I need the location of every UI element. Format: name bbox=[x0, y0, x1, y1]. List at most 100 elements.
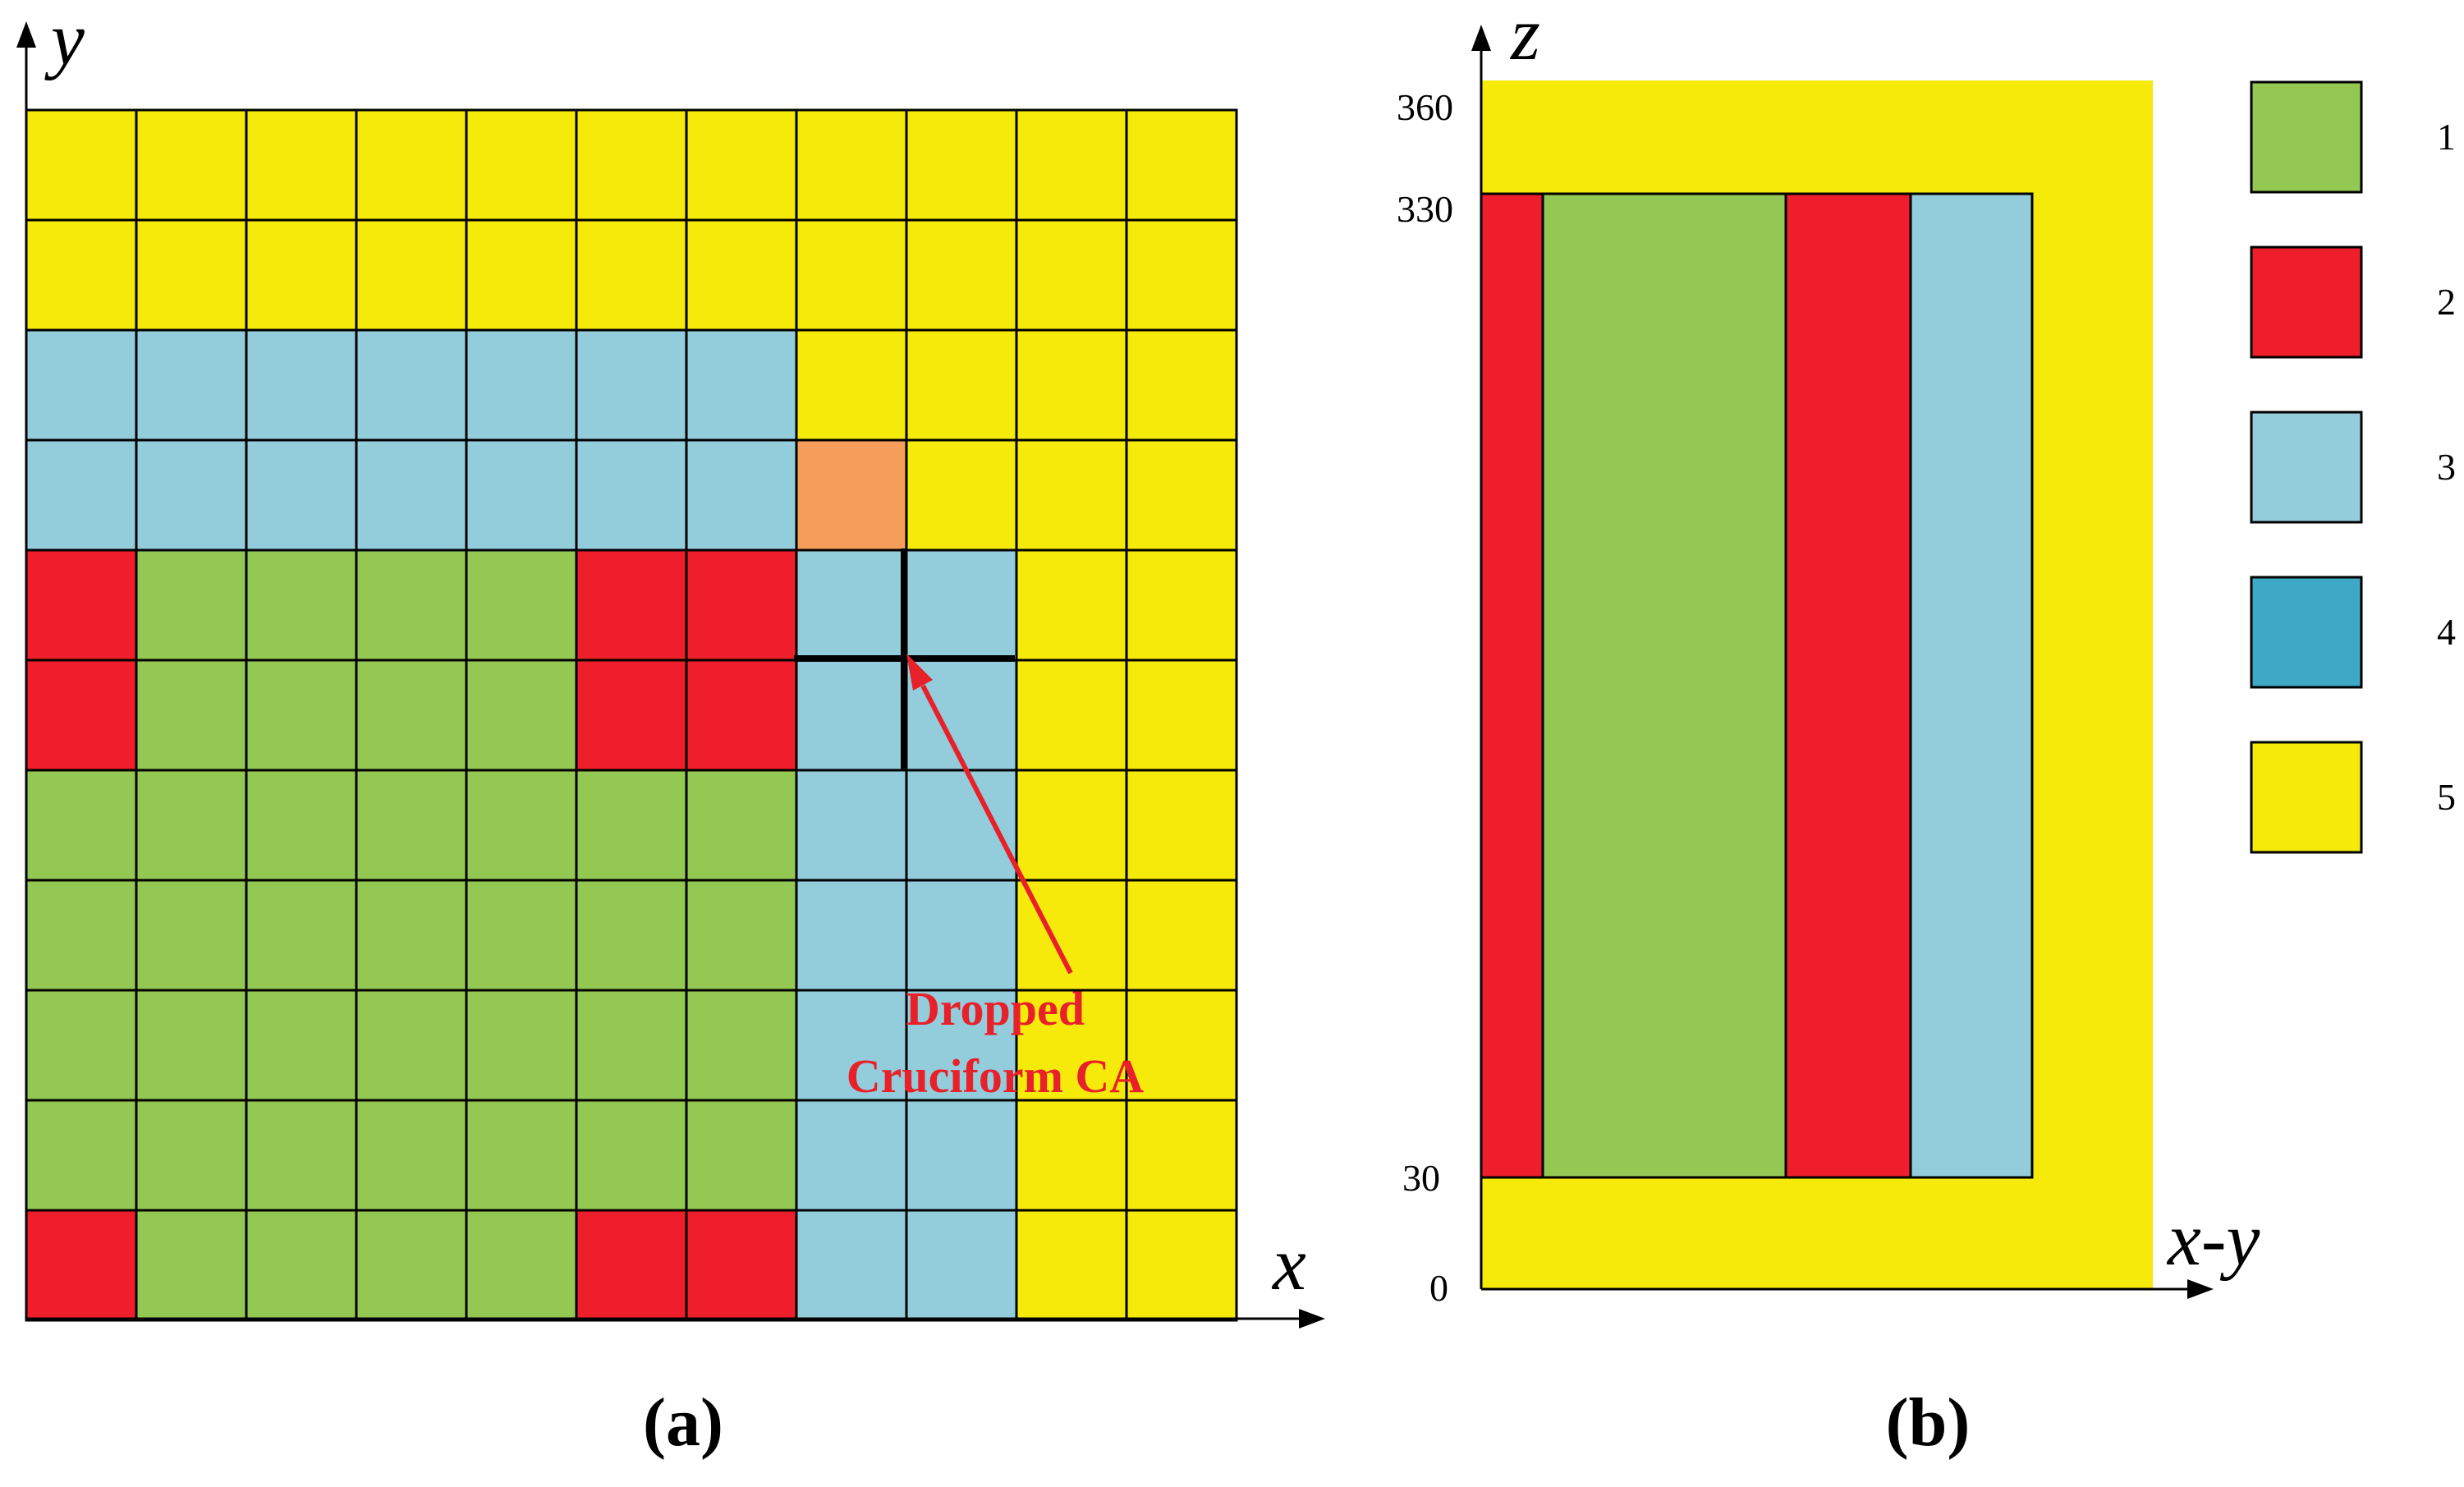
grid-cell-r11-c10 bbox=[1015, 1209, 1128, 1322]
annotation-line-2: Cruciform CA bbox=[847, 1049, 1145, 1103]
grid-cell-r4-c11 bbox=[1125, 438, 1238, 552]
grid-cell-r10-c5 bbox=[465, 1099, 578, 1212]
grid-cell-r10-c11 bbox=[1125, 1099, 1238, 1212]
grid-cell-r7-c1 bbox=[25, 769, 138, 882]
grid-cell-r4-c4 bbox=[355, 438, 468, 552]
grid-cell-r10-c7 bbox=[685, 1099, 798, 1212]
grid-cell-r5-c7 bbox=[685, 548, 798, 662]
panel-b-axes bbox=[1471, 25, 2214, 1299]
grid-cell-r4-c2 bbox=[135, 438, 248, 552]
grid-cell-r4-c9 bbox=[905, 438, 1018, 552]
grid-cell-r5-c8 bbox=[795, 548, 908, 662]
grid-cell-r4-c3 bbox=[245, 438, 358, 552]
grid-cell-r9-c3 bbox=[245, 989, 358, 1102]
z-tick-360: 360 bbox=[1397, 86, 1453, 128]
grid-cell-r7-c7 bbox=[685, 769, 798, 882]
grid-cell-r1-c1 bbox=[25, 108, 138, 222]
cruciform-control-assembly bbox=[794, 548, 1015, 771]
grid-cell-r8-c6 bbox=[575, 879, 688, 992]
grid-cell-r5-c4 bbox=[355, 548, 468, 662]
grid-cell-r11-c5 bbox=[465, 1209, 578, 1322]
grid-cell-r8-c9 bbox=[905, 879, 1018, 992]
legend-swatch-4 bbox=[2250, 576, 2363, 689]
grid-cell-r3-c8 bbox=[795, 328, 908, 442]
grid-cell-r6-c7 bbox=[685, 659, 798, 772]
grid-cell-r8-c8 bbox=[795, 879, 908, 992]
grid-cell-r3-c9 bbox=[905, 328, 1018, 442]
panel-a-axes bbox=[16, 21, 1325, 1329]
grid-cell-r3-c10 bbox=[1015, 328, 1128, 442]
grid-cell-r11-c6 bbox=[575, 1209, 688, 1322]
z-tick-0: 0 bbox=[1429, 1267, 1448, 1309]
legend-label-4: 4 bbox=[2437, 611, 2456, 653]
grid-cell-r7-c3 bbox=[245, 769, 358, 882]
material-legend: 1 2 3 4 5 bbox=[2250, 80, 2456, 854]
grid-cell-r6-c1 bbox=[25, 659, 138, 772]
grid-cell-r6-c10 bbox=[1015, 659, 1128, 772]
grid-cell-r5-c10 bbox=[1015, 548, 1128, 662]
grid-cell-r2-c3 bbox=[245, 218, 358, 332]
legend-swatch-5 bbox=[2250, 741, 2363, 854]
grid-cell-r5-c9 bbox=[905, 548, 1018, 662]
grid-cell-r8-c4 bbox=[355, 879, 468, 992]
grid-cell-r2-c4 bbox=[355, 218, 468, 332]
grid-cell-r10-c9 bbox=[905, 1099, 1018, 1212]
grid-cell-r11-c1 bbox=[25, 1209, 138, 1322]
grid-cell-r3-c6 bbox=[575, 328, 688, 442]
grid-cell-r10-c10 bbox=[1015, 1099, 1128, 1212]
legend-label-5: 5 bbox=[2437, 776, 2456, 818]
y-axis-label: y bbox=[44, 0, 85, 80]
grid-cell-r10-c1 bbox=[25, 1099, 138, 1212]
x-y-axis-label: x-y bbox=[2166, 1197, 2260, 1281]
panel-a-label: (a) bbox=[643, 1384, 723, 1461]
grid-cell-r2-c6 bbox=[575, 218, 688, 332]
grid-cell-r10-c3 bbox=[245, 1099, 358, 1212]
grid-cell-r2-c2 bbox=[135, 218, 248, 332]
grid-cell-r4-c8 bbox=[795, 438, 908, 552]
grid-cell-r8-c5 bbox=[465, 879, 578, 992]
grid-cell-r11-c3 bbox=[245, 1209, 358, 1322]
legend-label-1: 1 bbox=[2437, 116, 2456, 158]
grid-cell-r7-c11 bbox=[1125, 769, 1238, 882]
grid-cell-r8-c7 bbox=[685, 879, 798, 992]
grid-cell-r6-c11 bbox=[1125, 659, 1238, 772]
legend-swatch-1 bbox=[2250, 80, 2363, 194]
z-tick-330: 330 bbox=[1397, 188, 1453, 230]
grid-cell-r7-c4 bbox=[355, 769, 468, 882]
grid-cell-r7-c9 bbox=[905, 769, 1018, 882]
grid-cell-r6-c4 bbox=[355, 659, 468, 772]
grid-cell-r5-c5 bbox=[465, 548, 578, 662]
grid-cell-r1-c7 bbox=[685, 108, 798, 222]
grid-cell-r9-c6 bbox=[575, 989, 688, 1102]
grid-cell-r1-c6 bbox=[575, 108, 688, 222]
grid-cell-r6-c2 bbox=[135, 659, 248, 772]
grid-cell-r8-c3 bbox=[245, 879, 358, 992]
legend-swatch-2 bbox=[2250, 246, 2363, 359]
grid-cell-r4-c1 bbox=[25, 438, 138, 552]
grid-cell-r4-c5 bbox=[465, 438, 578, 552]
grid-cell-r3-c5 bbox=[465, 328, 578, 442]
grid-cell-r3-c1 bbox=[25, 328, 138, 442]
panel-b: z x-y 0 30 330 360 (b) bbox=[1397, 0, 2260, 1461]
grid-cell-r4-c10 bbox=[1015, 438, 1128, 552]
grid-cell-r10-c4 bbox=[355, 1099, 468, 1212]
grid-cell-r1-c2 bbox=[135, 108, 248, 222]
legend-label-3: 3 bbox=[2437, 446, 2456, 488]
grid-cell-r7-c10 bbox=[1015, 769, 1128, 882]
grid-cell-r1-c3 bbox=[245, 108, 358, 222]
annotation-line-1: Dropped bbox=[906, 982, 1085, 1035]
x-axis-label: x bbox=[1271, 1222, 1306, 1306]
grid-cell-r11-c4 bbox=[355, 1209, 468, 1322]
grid-cell-r2-c1 bbox=[25, 218, 138, 332]
grid-cell-r1-c10 bbox=[1015, 108, 1128, 222]
grid-cell-r11-c11 bbox=[1125, 1209, 1238, 1322]
grid-cell-r6-c6 bbox=[575, 659, 688, 772]
grid-cell-r1-c8 bbox=[795, 108, 908, 222]
grid-cell-r3-c11 bbox=[1125, 328, 1238, 442]
grid-cell-r6-c3 bbox=[245, 659, 358, 772]
grid-cell-r11-c9 bbox=[905, 1209, 1018, 1322]
axial-region-2-right bbox=[1784, 192, 1912, 1179]
grid-cell-r8-c11 bbox=[1125, 879, 1238, 992]
